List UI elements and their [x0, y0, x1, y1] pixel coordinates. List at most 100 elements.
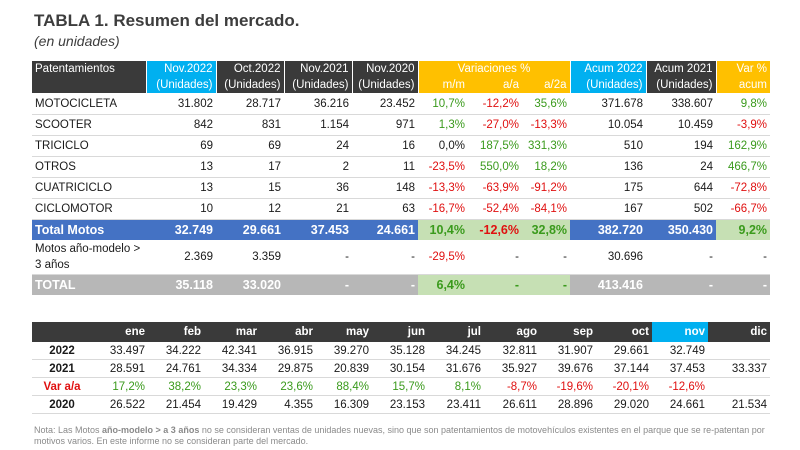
footnote-bold: año-modelo > a 3 años [102, 425, 200, 435]
cell-acum2021: - [646, 240, 717, 275]
header-row-1: Patentamientos Nov.2022 Oct.2022 Nov.202… [32, 61, 771, 77]
cell-a2a: -91,2% [522, 177, 571, 199]
month-cell: 35.927 [484, 359, 540, 378]
cell-mm: -23,5% [418, 156, 468, 178]
month-cell: 34.245 [428, 342, 484, 360]
month-cell: 16.309 [316, 395, 372, 414]
month-cell: 31.907 [540, 342, 596, 360]
month-cell [708, 377, 770, 396]
cell-acum2022: 382.720 [570, 219, 647, 240]
cell-aa: 550,0% [468, 156, 522, 178]
month-cell: -20,1% [596, 377, 652, 396]
cell-var-acum: 9,8% [716, 93, 771, 115]
month-cell: 30.154 [372, 359, 428, 378]
header-acum2022: Acum 2022 [569, 61, 647, 77]
month-cell: 36.915 [260, 342, 316, 360]
month-cell: 29.661 [596, 342, 652, 360]
table-row: SCOOTER 842 831 1.154 971 1,3% -27,0% -1… [32, 114, 771, 136]
cell-acum2021: 24 [646, 156, 717, 178]
cell-nov2021: 21 [284, 198, 352, 220]
month-cell: 4.355 [260, 395, 316, 414]
month-cell: 37.144 [596, 359, 652, 378]
cell-nov2020: 16 [352, 135, 418, 157]
header-unit-4: (Unidades) [351, 77, 418, 94]
month-cell: 34.334 [204, 359, 260, 378]
cell-aa: - [468, 274, 522, 295]
month-cell: 31.676 [428, 359, 484, 378]
month-cell: 35.128 [372, 342, 428, 360]
cell-nov2020: 11 [352, 156, 418, 178]
year-label: Var a/a [32, 377, 92, 396]
cell-oct2022: 33.020 [216, 274, 284, 295]
table-row: MOTOCICLETA 31.802 28.717 36.216 23.452 … [32, 93, 771, 115]
month-header: jun [372, 322, 428, 342]
cell-aa: 187,5% [468, 135, 522, 157]
cell-nov2020: 148 [352, 177, 418, 199]
header-blank [32, 77, 146, 94]
cell-aa: -63,9% [468, 177, 522, 199]
month-header: may [316, 322, 372, 342]
month-cell: 21.534 [708, 395, 770, 414]
cell-a2a: - [522, 240, 571, 275]
month-cell: 15,7% [372, 377, 428, 396]
cell-aa: -12,2% [468, 93, 522, 115]
cell-var-acum: 9,2% [716, 219, 771, 240]
cell-nov2021: 36 [284, 177, 352, 199]
month-header: oct [596, 322, 652, 342]
header-acum: acum [715, 77, 771, 94]
month-cell: 39.676 [540, 359, 596, 378]
cell-acum2022: 510 [570, 135, 647, 157]
cell-nov2022: 13 [146, 177, 216, 199]
month-cell: 20.839 [316, 359, 372, 378]
cell-acum2022: 413.416 [570, 274, 647, 295]
header-unit-3: (Unidades) [283, 77, 352, 94]
cell-aa: -52,4% [468, 198, 522, 220]
cell-nov2021: - [284, 240, 352, 275]
cell-mm: 0,0% [418, 135, 468, 157]
table-row: CICLOMOTOR 10 12 21 63 -16,7% -52,4% -84… [32, 198, 771, 220]
cell-nov2022: 31.802 [146, 93, 216, 115]
cell-oct2022: 3.359 [216, 240, 284, 275]
footnote: Nota: Las Motos año-modelo > a 3 años no… [34, 425, 774, 447]
market-summary-table: Patentamientos Nov.2022 Oct.2022 Nov.202… [32, 61, 771, 295]
month-cell: 24.761 [148, 359, 204, 378]
footnote-prefix: Nota: Las Motos [34, 425, 103, 435]
cell-var-acum: - [716, 240, 771, 275]
monthly-header-row: ene feb mar abr may jun jul ago sep oct … [32, 322, 770, 342]
cell-nov2021: 24 [284, 135, 352, 157]
cell-nov2022: 32.749 [146, 219, 216, 240]
month-cell: 37.453 [652, 359, 708, 378]
cell-var-acum: 162,9% [716, 135, 771, 157]
cell-mm: 10,4% [418, 219, 468, 240]
cell-acum2021: 194 [646, 135, 717, 157]
row-label: Total Motos [32, 219, 146, 240]
cell-acum2021: 338.607 [646, 93, 717, 115]
cell-a2a: -13,3% [522, 114, 571, 136]
row-label: OTROS [32, 156, 146, 178]
table-row: CUATRICICLO 13 15 36 148 -13,3% -63,9% -… [32, 177, 771, 199]
monthly-row: 2020 26.522 21.454 19.429 4.355 16.309 2… [32, 395, 770, 414]
cell-aa: - [468, 240, 522, 275]
cell-acum2022: 167 [570, 198, 647, 220]
month-cell: 42.341 [204, 342, 260, 360]
row-label: CICLOMOTOR [32, 198, 146, 220]
month-cell: -8,7% [484, 377, 540, 396]
cell-acum2022: 10.054 [570, 114, 647, 136]
cell-nov2020: 63 [352, 198, 418, 220]
cell-a2a: 35,6% [522, 93, 571, 115]
month-header: abr [260, 322, 316, 342]
header-unit-2: (Unidades) [215, 77, 284, 94]
cell-oct2022: 12 [216, 198, 284, 220]
cell-nov2020: 24.661 [352, 219, 418, 240]
month-cell: 38,2% [148, 377, 204, 396]
header-aa: a/a [468, 77, 522, 94]
cell-var-acum: 466,7% [716, 156, 771, 178]
monthly-table: ene feb mar abr may jun jul ago sep oct … [32, 322, 770, 414]
cell-a2a: -84,1% [522, 198, 571, 220]
cell-mm: 6,4% [418, 274, 468, 295]
month-cell [708, 342, 770, 360]
table-row: TRICICLO 69 69 24 16 0,0% 187,5% 331,3% … [32, 135, 771, 157]
cell-a2a: - [522, 274, 571, 295]
header-acum2021: Acum 2021 [645, 61, 717, 77]
monthly-var-row: Var a/a 17,2% 38,2% 23,3% 23,6% 88,4% 15… [32, 377, 770, 396]
